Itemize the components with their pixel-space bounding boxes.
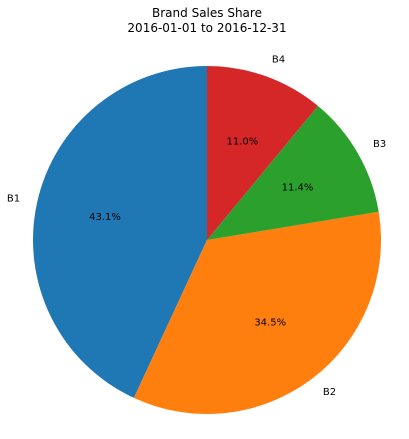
pie-labels: 43.1% B1 34.5% B2 11.4% B3 11.0% B4 [7, 54, 386, 397]
pie-slice-b4 [207, 66, 318, 240]
pie-slice-b2 [133, 211, 381, 414]
pie-value-label-b3: 11.4% [282, 182, 314, 193]
pie-category-label-b4: B4 [272, 54, 285, 65]
pie-value-label-b2: 34.5% [254, 318, 286, 329]
pie-value-label-b4: 11.0% [226, 136, 258, 147]
pie-category-label-b3: B3 [373, 139, 386, 150]
pie-category-label-b1: B1 [7, 193, 20, 204]
chart-title: Brand Sales Share [152, 6, 262, 20]
pie-slice-b3 [207, 105, 379, 241]
pie-category-label-b2: B2 [323, 387, 336, 398]
pie-slices [33, 66, 381, 414]
chart-subtitle: 2016-01-01 to 2016-12-31 [127, 21, 286, 35]
pie-value-label-b1: 43.1% [89, 212, 121, 223]
pie-slice-b1 [33, 66, 208, 398]
